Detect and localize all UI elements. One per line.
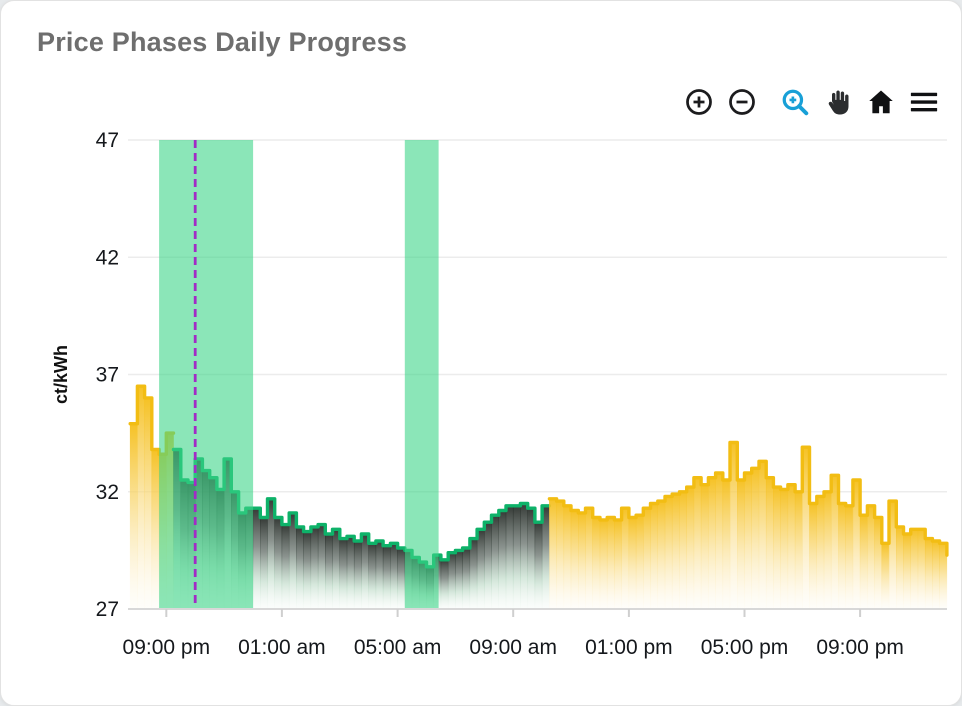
price-day-normal-phase-fill: [549, 442, 948, 610]
reset-home-button[interactable]: [864, 85, 898, 119]
zoom-in-button[interactable]: [682, 85, 716, 119]
zoom-in-icon: [686, 89, 712, 115]
page-title: Price Phases Daily Progress: [37, 27, 408, 57]
y-tick-label: 37: [96, 364, 119, 387]
x-tick-label: 01:00 pm: [585, 636, 673, 659]
pan-hand-icon: [828, 90, 849, 115]
green-phase-window-2: [404, 140, 439, 609]
zoom-out-icon: [729, 89, 755, 115]
green-phase-window-1: [159, 140, 254, 609]
y-tick-label: 42: [96, 246, 119, 269]
menu-button[interactable]: [907, 85, 941, 119]
y-tick-label: 32: [96, 481, 119, 504]
y-axis-label: ct/kWh: [51, 345, 71, 404]
x-tick-label: 05:00 am: [354, 636, 442, 659]
x-tick-label: 09:00 am: [469, 636, 557, 659]
hamburger-menu-icon: [910, 92, 938, 112]
price-day-normal-phase-line: [547, 440, 949, 557]
pan-button[interactable]: [821, 85, 855, 119]
x-tick-label: 09:00 pm: [816, 636, 904, 659]
box-zoom-icon: [782, 89, 809, 116]
x-tick-label: 01:00 am: [238, 636, 326, 659]
box-zoom-button[interactable]: [778, 85, 812, 119]
x-tick-label: 05:00 pm: [701, 636, 789, 659]
zoom-out-button[interactable]: [725, 85, 759, 119]
y-tick-label: 47: [96, 129, 119, 152]
chart-toolbar: [682, 85, 941, 119]
y-tick-label: 27: [96, 598, 119, 621]
x-tick-label: 09:00 pm: [123, 636, 211, 659]
home-icon: [869, 90, 893, 114]
